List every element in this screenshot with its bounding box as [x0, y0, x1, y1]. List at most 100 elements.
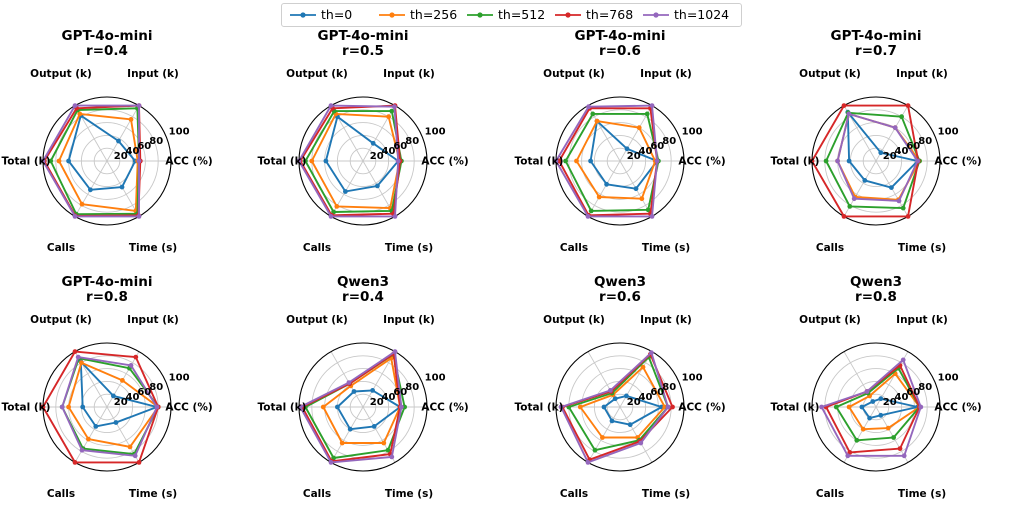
data-point — [389, 108, 395, 114]
data-point — [905, 103, 911, 108]
data-point — [119, 184, 125, 190]
axis-label: Total (k) — [515, 156, 564, 168]
axis-label: Total (k) — [2, 402, 51, 414]
data-point — [309, 158, 315, 164]
chart-title: r=0.5 — [342, 43, 384, 59]
data-point — [636, 125, 642, 131]
data-point — [841, 214, 847, 219]
chart-title: r=0.8 — [86, 289, 128, 305]
axis-label: Output (k) — [286, 314, 348, 326]
chart-title: GPT-4o-mini — [574, 28, 665, 44]
data-point — [891, 435, 896, 440]
data-point — [86, 436, 91, 442]
data-point — [88, 187, 93, 193]
grid-spoke — [106, 105, 140, 162]
data-point — [870, 399, 876, 404]
data-point — [809, 158, 815, 164]
r-tick-label: 100 — [425, 373, 446, 384]
data-point — [835, 158, 840, 164]
data-point — [136, 460, 142, 465]
axis-label: Time (s) — [129, 242, 177, 254]
data-point — [639, 196, 645, 202]
data-point — [80, 404, 86, 410]
r-tick-label: 80 — [662, 382, 676, 393]
chart-title: GPT-4o-mini — [830, 28, 921, 44]
data-point — [116, 138, 121, 144]
axis-label: Calls — [47, 242, 75, 254]
r-tick-label: 40 — [382, 392, 396, 403]
r-tick-label: 80 — [405, 136, 419, 147]
axis-label: Time (s) — [898, 242, 946, 254]
data-point — [600, 435, 605, 440]
axis-label: Output (k) — [30, 314, 92, 326]
data-point — [133, 354, 139, 360]
chart-title: GPT-4o-mini — [61, 28, 152, 44]
data-point — [878, 412, 884, 418]
axis-label: Calls — [303, 488, 331, 500]
data-point — [72, 214, 78, 219]
legend-label: th=256 — [410, 7, 458, 22]
data-point — [896, 198, 902, 204]
data-point — [56, 158, 62, 164]
data-point — [343, 189, 348, 194]
r-tick-label: 20 — [883, 397, 897, 408]
data-point — [136, 158, 142, 164]
axis-label: Output (k) — [799, 68, 861, 80]
data-point — [588, 208, 594, 214]
data-point — [385, 447, 391, 453]
data-point — [335, 404, 340, 410]
r-tick-label: 80 — [918, 382, 932, 393]
data-point — [878, 396, 884, 402]
legend-swatch — [290, 12, 316, 18]
data-point — [867, 415, 872, 421]
grid-spoke — [362, 351, 396, 408]
data-point — [585, 214, 591, 219]
r-tick-label: 20 — [370, 397, 384, 408]
data-point — [59, 404, 65, 410]
chart-title: Qwen3 — [337, 274, 389, 290]
data-point — [351, 389, 357, 394]
r-tick-label: 80 — [405, 382, 419, 393]
r-tick-label: 20 — [627, 397, 641, 408]
r-tick-label: 20 — [370, 151, 384, 162]
legend-label: th=0 — [321, 7, 353, 22]
data-point — [328, 214, 334, 219]
axis-label: Input (k) — [640, 314, 692, 326]
axis-label: Calls — [560, 488, 588, 500]
data-point — [885, 425, 891, 431]
axis-label: Output (k) — [30, 68, 92, 80]
data-point — [154, 404, 160, 410]
r-tick-label: 80 — [662, 136, 676, 147]
r-tick-label: 100 — [169, 127, 190, 138]
data-point — [120, 378, 125, 383]
data-point — [860, 426, 866, 432]
data-point — [609, 418, 615, 424]
legend-label: th=1024 — [674, 7, 730, 22]
data-point — [93, 424, 99, 429]
data-point — [846, 404, 852, 410]
data-point — [638, 440, 644, 446]
r-tick-label: 60 — [906, 141, 920, 152]
data-point — [604, 181, 609, 187]
outer-frame — [555, 342, 685, 472]
data-point — [644, 111, 650, 117]
data-point — [601, 404, 607, 410]
data-point — [899, 114, 904, 120]
data-point — [127, 444, 133, 450]
axis-label: Output (k) — [799, 314, 861, 326]
chart-title: Qwen3 — [594, 274, 646, 290]
axis-label: Calls — [816, 488, 844, 500]
r-tick-label: 80 — [149, 136, 163, 147]
data-point — [392, 349, 398, 354]
axis-label: Time (s) — [642, 242, 690, 254]
data-point — [586, 104, 591, 110]
data-point — [897, 446, 903, 451]
axis-label: Output (k) — [543, 68, 605, 80]
data-point — [590, 111, 596, 117]
data-point — [72, 460, 78, 465]
data-point — [381, 440, 387, 446]
r-tick-label: 40 — [126, 392, 140, 403]
